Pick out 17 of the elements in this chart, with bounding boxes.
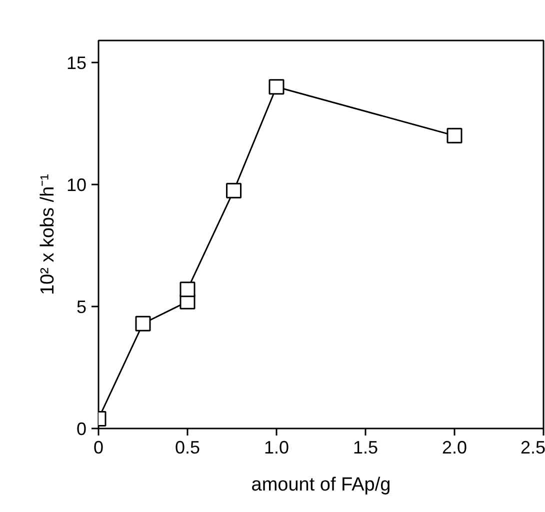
point [268, 79, 284, 95]
x-tick-label: 1.5 [352, 438, 378, 458]
point [180, 282, 196, 298]
x-tick-label: 2.5 [520, 438, 545, 458]
x-axis-title: amount of FAp/g [251, 474, 391, 496]
y-axis-title: 10² x kobs /h⁻¹ [37, 174, 58, 296]
y-tick-label: 10 [66, 174, 87, 195]
y-tick-label: 0 [76, 419, 87, 439]
point [446, 128, 462, 144]
x-tick-label: 0 [93, 438, 104, 458]
point [135, 316, 151, 332]
x-tick-label: 0.5 [174, 438, 200, 458]
y-tick-label: 15 [66, 52, 87, 73]
y-tick-label: 5 [76, 296, 87, 317]
point [226, 182, 242, 198]
x-tick-label: 2.0 [442, 438, 468, 458]
x-tick-label: 1.0 [264, 438, 290, 458]
